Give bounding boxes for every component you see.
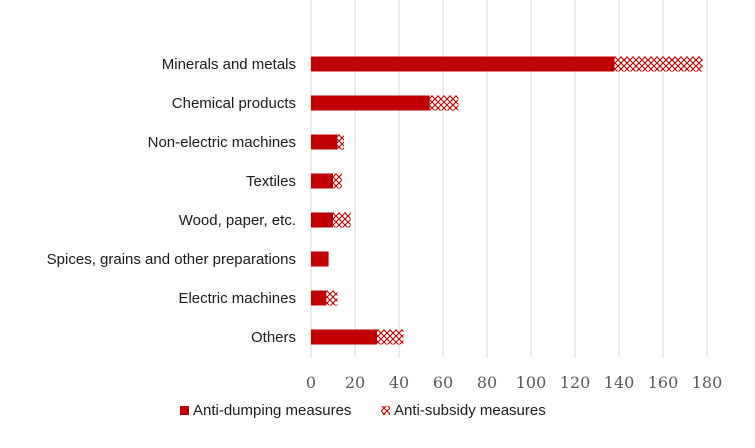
anti-subsidy-bar	[377, 329, 404, 345]
category-label: Electric machines	[178, 290, 296, 307]
x-tick-label: 40	[389, 373, 409, 392]
x-tick-label: 60	[433, 373, 453, 392]
x-tick-label: 20	[345, 373, 365, 392]
category-label: Non-electric machines	[148, 134, 296, 151]
x-tick-label: 180	[692, 373, 723, 392]
anti-dumping-bar	[311, 290, 327, 306]
anti-dumping-bar	[311, 95, 430, 111]
anti-subsidy-bar	[337, 134, 344, 150]
category-labels: Minerals and metals Chemical products Non-…	[47, 56, 296, 346]
legend-anti-subsidy-label: Anti-subsidy measures	[394, 402, 546, 419]
category-label: Spices, grains and other preparations	[47, 251, 296, 268]
anti-dumping-bar	[311, 56, 615, 72]
anti-dumping-bar	[311, 251, 329, 267]
anti-subsidy-bar	[429, 95, 459, 111]
bars	[311, 56, 703, 345]
category-label: Textiles	[246, 173, 296, 190]
category-label: Others	[251, 329, 296, 346]
x-tick-label: 80	[477, 373, 497, 392]
legend-anti-dumping-label: Anti-dumping measures	[193, 402, 351, 419]
anti-dumping-bar	[311, 329, 377, 345]
x-tick-label: 120	[560, 373, 591, 392]
category-label: Wood, paper, etc.	[179, 212, 296, 229]
x-tick-label: 140	[604, 373, 635, 392]
category-label: Chemical products	[172, 95, 296, 112]
anti-dumping-bar	[311, 212, 333, 228]
anti-subsidy-bar	[326, 290, 338, 306]
x-tick-label: 160	[648, 373, 679, 392]
anti-subsidy-bar	[333, 173, 342, 189]
anti-subsidy-bar	[333, 212, 351, 228]
anti-dumping-bar	[311, 173, 333, 189]
gridlines	[310, 0, 708, 358]
anti-dumping-bar	[311, 134, 338, 150]
legend: Anti-dumping measures Anti-subsidy measur…	[180, 402, 546, 419]
category-label: Minerals and metals	[162, 56, 296, 73]
x-tick-label: 0	[306, 373, 316, 392]
x-tick-label: 100	[516, 373, 547, 392]
x-axis-ticks: 0 20 40 60 80 100 120 140 160 180	[306, 373, 722, 392]
anti-subsidy-bar	[614, 56, 703, 72]
legend-anti-subsidy-swatch	[381, 406, 390, 415]
legend-anti-dumping-swatch	[180, 406, 189, 415]
